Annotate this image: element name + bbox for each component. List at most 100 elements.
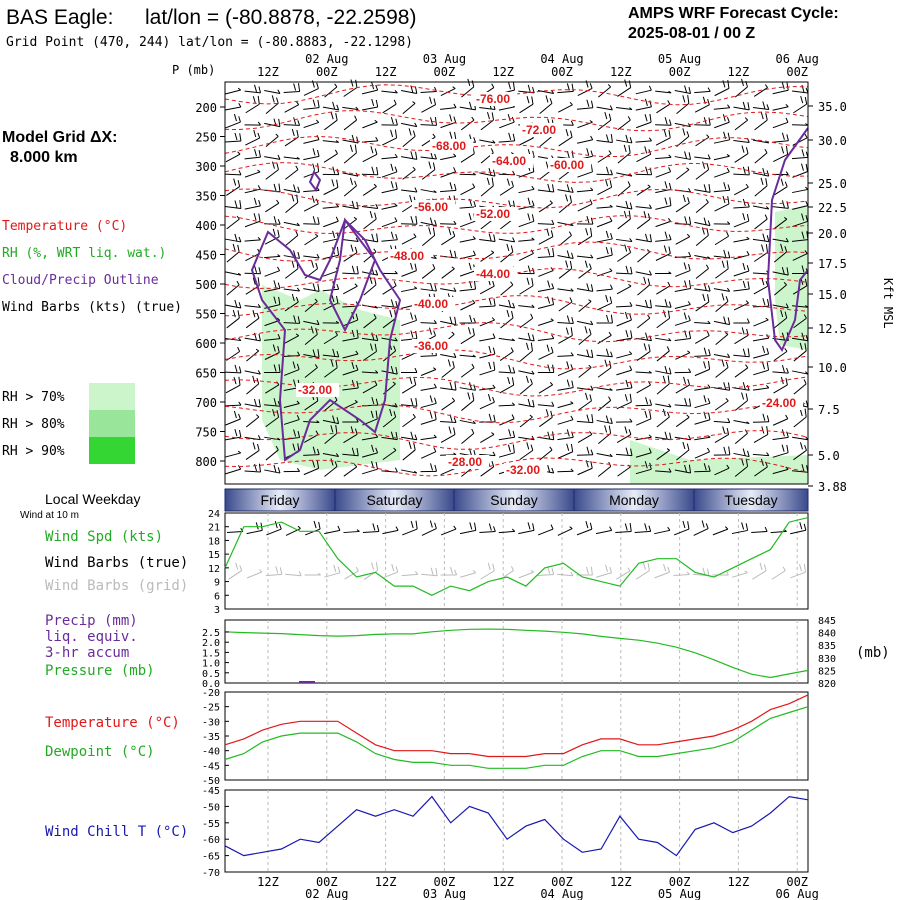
upper-wind-barb-shaft xyxy=(284,104,299,113)
upper-wind-barb-feather xyxy=(649,113,652,123)
upper-wind-barb xyxy=(440,167,457,178)
upper-wind-barb-shaft xyxy=(792,436,808,441)
upper-wind-barb-shaft xyxy=(402,416,416,428)
upper-wind-barb-shaft xyxy=(440,155,456,161)
upper-wind-barb-feather xyxy=(727,132,731,140)
upper-wind-barb-feather xyxy=(371,166,375,174)
upper-wind-barb-feather xyxy=(546,228,550,236)
upper-wind-barb-feather xyxy=(799,342,803,351)
upper-wind-barb xyxy=(402,101,416,115)
upper-wind-barb-shaft xyxy=(576,387,593,391)
upper-wind-barb-shaft xyxy=(518,239,535,242)
upper-wind-barb-feather xyxy=(683,262,687,270)
temperature-contour xyxy=(224,430,809,450)
upper-wind-barb-shaft xyxy=(596,419,613,425)
upper-wind-barb-feather xyxy=(473,137,477,143)
upper-wind-barb-shaft xyxy=(792,370,808,375)
upper-wind-barb-feather xyxy=(335,216,339,222)
upper-wind-barb-feather xyxy=(371,396,375,405)
upper-wind-barb-feather xyxy=(314,298,318,302)
upper-wind-barb xyxy=(226,280,240,296)
upper-wind-barb-feather xyxy=(296,156,300,160)
upper-wind-barb-shaft xyxy=(616,401,632,410)
grid-wind-barb-feather xyxy=(487,562,491,571)
upper-wind-barb xyxy=(362,146,378,163)
upper-wind-barb-shaft xyxy=(577,203,593,212)
upper-wind-barb-shaft xyxy=(792,253,808,261)
upper-wind-barb-feather xyxy=(649,234,652,242)
upper-wind-barb-feather xyxy=(238,170,242,176)
weekday-band: Friday Saturday Sunday Monday Tuesday xyxy=(224,488,809,512)
upper-wind-barb xyxy=(557,83,574,94)
upper-wind-barb xyxy=(265,95,279,115)
upper-wind-barb-feather xyxy=(605,415,609,423)
upper-wind-barb xyxy=(322,415,340,425)
upper-wind-barb xyxy=(303,430,319,443)
upper-wind-barb xyxy=(226,243,240,263)
upper-wind-barb-feather xyxy=(801,84,805,93)
upper-wind-barb-shaft xyxy=(519,449,534,461)
upper-wind-barb-feather xyxy=(510,281,514,286)
upper-wind-barb-shaft xyxy=(244,220,261,228)
upper-wind-barb xyxy=(616,447,633,457)
upper-wind-barb xyxy=(538,382,554,394)
grid-wind-barb-feather xyxy=(667,566,671,573)
upper-wind-barb-feather xyxy=(278,183,281,192)
surface-wind-barb-shaft xyxy=(790,529,806,535)
upper-wind-barb-feather xyxy=(566,361,570,369)
upper-wind-barb-feather xyxy=(433,383,437,388)
upper-wind-barb-feather xyxy=(703,347,707,355)
upper-wind-barb xyxy=(225,87,242,95)
upper-wind-barb-shaft xyxy=(578,400,592,411)
upper-wind-barb-shaft xyxy=(597,302,612,311)
upper-wind-barb-shaft xyxy=(264,156,281,160)
upper-wind-barb-feather xyxy=(688,86,692,94)
upper-wind-barb-feather xyxy=(389,408,393,417)
upper-wind-barb xyxy=(557,315,574,324)
upper-wind-barb-feather xyxy=(490,148,494,154)
upper-wind-barb-shaft xyxy=(733,238,750,243)
upper-wind-barb-feather xyxy=(551,401,555,407)
bottom-hour-label: 00Z xyxy=(669,875,691,889)
upper-wind-barb xyxy=(597,359,612,378)
upper-wind-barb-shaft xyxy=(734,432,748,445)
upper-wind-barb-shaft xyxy=(342,106,359,111)
upper-wind-barb xyxy=(479,394,495,410)
upper-wind-barb-feather xyxy=(272,409,276,417)
upper-wind-barb-feather xyxy=(273,216,277,224)
upper-wind-barb-feather xyxy=(784,311,788,319)
upper-wind-barb-shaft xyxy=(459,354,476,358)
upper-wind-barb-feather xyxy=(374,148,378,155)
upper-wind-barb-shaft xyxy=(402,102,416,115)
top-hour-label: 00Z xyxy=(316,65,338,79)
upper-wind-barb xyxy=(537,183,555,193)
pressure-legend: Pressure (mb) xyxy=(45,663,155,679)
grid-wind-barb xyxy=(731,570,748,578)
upper-wind-barb-feather xyxy=(565,128,569,137)
upper-wind-barb-feather xyxy=(783,216,788,220)
upper-wind-barb-feather xyxy=(332,230,336,238)
contour-label-bg xyxy=(412,200,456,214)
upper-wind-barb-feather xyxy=(526,442,530,450)
upper-wind-barb-feather xyxy=(684,464,688,473)
upper-wind-barb-feather xyxy=(449,114,453,122)
upper-wind-barb xyxy=(655,403,672,408)
upper-wind-barb-feather xyxy=(375,334,379,341)
upper-wind-barb-shaft xyxy=(322,140,339,143)
upper-wind-barb xyxy=(499,347,514,361)
upper-wind-barb-shaft xyxy=(694,104,710,113)
upper-wind-barb-feather xyxy=(725,332,729,335)
upper-wind-barb-shaft xyxy=(674,469,691,474)
upper-wind-barb xyxy=(558,128,573,147)
upper-wind-barb-feather xyxy=(472,299,476,304)
upper-wind-barb-shaft xyxy=(557,221,574,227)
grid-wind-barb-shaft xyxy=(771,570,786,580)
upper-wind-barb xyxy=(402,166,416,180)
temperature-contour-label: -48.00 xyxy=(390,249,424,263)
upper-wind-barb xyxy=(225,428,242,441)
upper-wind-barb-shaft xyxy=(322,419,339,425)
temperature-contour-label: -24.00 xyxy=(762,396,796,410)
upper-wind-barb-feather xyxy=(723,249,727,257)
upper-wind-barb-feather xyxy=(610,169,613,175)
upper-wind-barb-feather xyxy=(765,178,768,186)
